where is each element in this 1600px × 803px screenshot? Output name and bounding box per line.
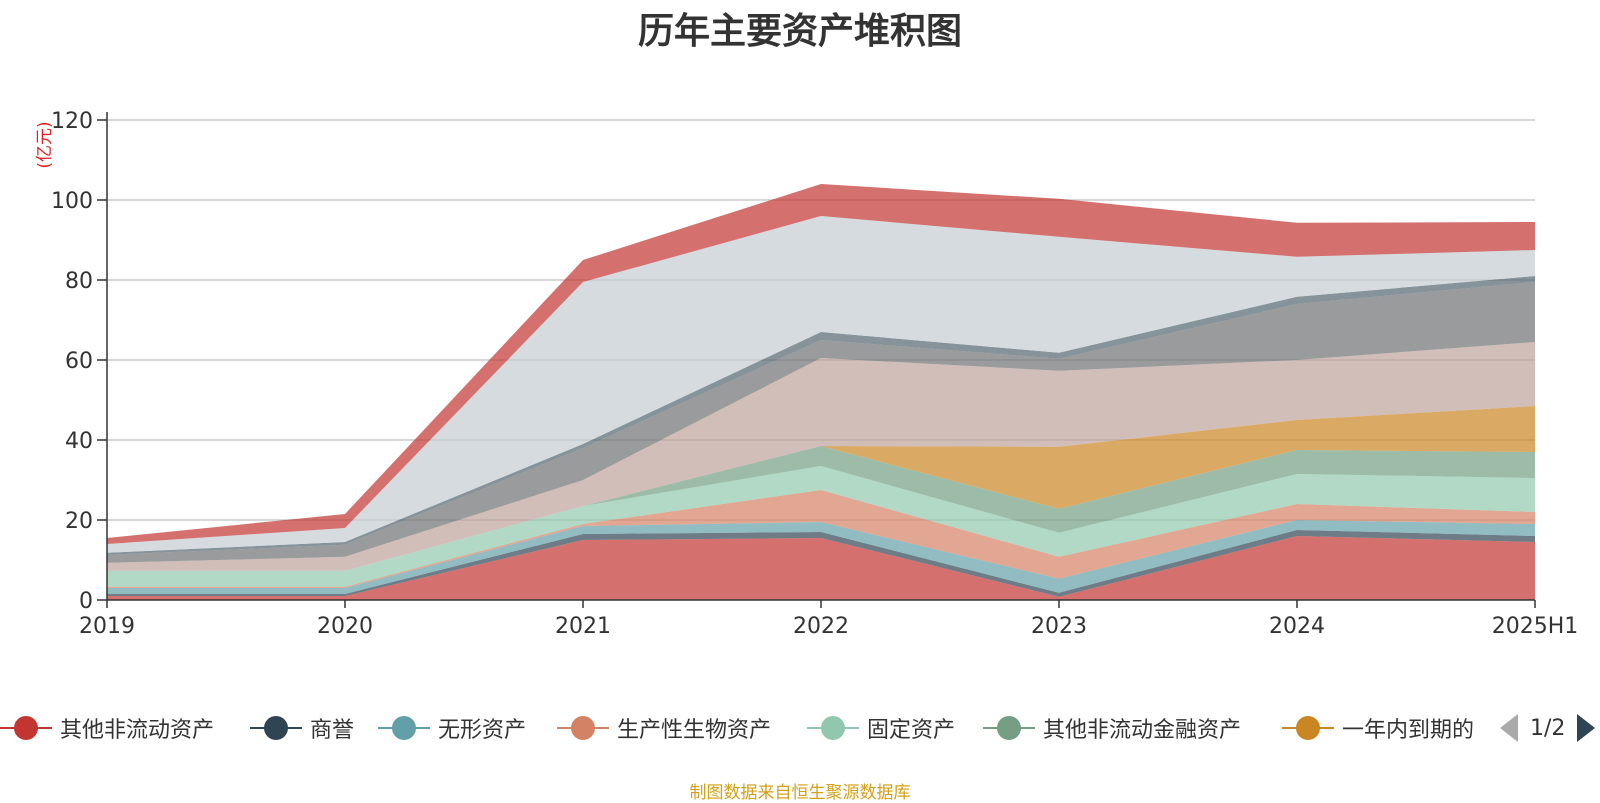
area-series-3 [107, 490, 1535, 588]
area-layer [107, 184, 1535, 600]
x-tick-label: 2019 [79, 614, 135, 639]
area-series-5 [107, 446, 1535, 571]
legend-pager: 1/2 [1500, 708, 1596, 748]
y-tick-label: 80 [65, 269, 93, 294]
x-tick-label: 2022 [793, 614, 849, 639]
chart-title: 历年主要资产堆积图 [637, 11, 962, 52]
legend-item[interactable]: 固定资产 [807, 708, 955, 748]
legend-label: 无形资产 [438, 718, 527, 743]
legend-marker-icon [1282, 708, 1334, 748]
area-series-4 [107, 466, 1535, 587]
legend-label: 商誉 [310, 718, 355, 743]
legend-marker-icon [807, 708, 859, 748]
y-axis-unit-label: (亿元) [35, 121, 55, 168]
legend-item[interactable]: 商誉 [250, 708, 354, 748]
y-tick-label: 40 [65, 429, 93, 454]
y-tick-label: 0 [79, 589, 93, 614]
x-tick-label: 2023 [1031, 614, 1087, 639]
x-tick-label: 2020 [317, 614, 373, 639]
legend-label: 其他非流动资产 [60, 718, 215, 743]
legend-marker-icon [0, 708, 52, 748]
axis-layer: 0 20 40 60 80 100 120 2019 2020 2021 2022 2023 2024 2… [51, 109, 1578, 639]
pager-prev-icon[interactable] [1500, 714, 1518, 742]
legend-label: 生产性生物资产 [617, 718, 772, 743]
legend-item[interactable]: 其他非流动资产 [0, 708, 214, 748]
x-tick-label: 2024 [1269, 614, 1325, 639]
area-series-2 [107, 520, 1535, 594]
legend-marker-icon [983, 708, 1035, 748]
area-series-8 [107, 282, 1535, 563]
x-tick-label: 2021 [555, 614, 611, 639]
legend-marker-icon [557, 708, 609, 748]
legend-label: 其他非流动金融资产 [1043, 718, 1242, 743]
legend-item[interactable]: 其他非流动金融资产 [983, 708, 1241, 748]
area-series-7 [107, 342, 1535, 571]
y-tick-label: 60 [65, 349, 93, 374]
legend-marker-icon [250, 708, 302, 748]
y-tick-label: 20 [65, 509, 93, 534]
legend-marker-icon [378, 708, 430, 748]
legend-item[interactable]: 无形资产 [378, 708, 526, 748]
legend-label: 一年内到期的 [1342, 718, 1475, 743]
source-note: 制图数据来自恒生聚源数据库 [689, 783, 911, 803]
legend-item[interactable]: 生产性生物资产 [557, 708, 771, 748]
area-series-6 [107, 406, 1535, 571]
y-tick-label: 120 [51, 109, 93, 134]
x-tick-label: 2025H1 [1492, 614, 1579, 639]
pager-page-indicator: 1/2 [1530, 715, 1566, 741]
area-series-10 [107, 216, 1535, 553]
area-series-1 [107, 530, 1535, 597]
legend-label: 固定资产 [867, 718, 956, 743]
pager-next-icon[interactable] [1577, 714, 1596, 742]
legend-item[interactable]: 一年内到期的 [1282, 708, 1474, 748]
legend: 其他非流动资产 商誉 无形资产 生产性生物资产 固定资产 其他非流动金融资产 一年内到期的 [0, 708, 1600, 748]
y-tick-label: 100 [51, 189, 93, 214]
area-series-0 [107, 536, 1535, 600]
